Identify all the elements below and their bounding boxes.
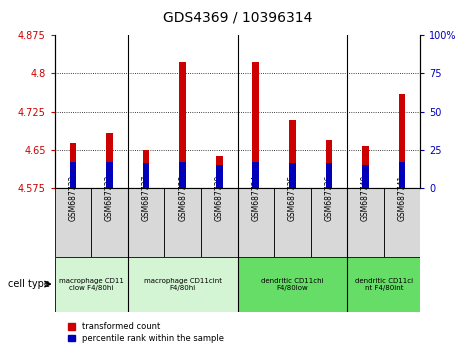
Bar: [326, 163, 332, 188]
Bar: [216, 165, 222, 188]
Bar: [274, 188, 311, 257]
Bar: [128, 257, 238, 312]
Text: GSM687736: GSM687736: [324, 175, 333, 221]
Text: cell type: cell type: [8, 279, 50, 289]
Bar: [201, 188, 238, 257]
Text: GSM687741: GSM687741: [398, 175, 407, 221]
Text: dendritic CD11ci
nt F4/80int: dendritic CD11ci nt F4/80int: [355, 278, 413, 291]
Bar: [289, 163, 295, 188]
Bar: [384, 188, 420, 257]
Text: GSM687734: GSM687734: [251, 175, 260, 221]
Bar: [55, 188, 91, 257]
Bar: [55, 257, 128, 312]
Bar: [143, 163, 149, 188]
Bar: [399, 162, 405, 188]
Text: GSM687735: GSM687735: [288, 175, 297, 221]
Bar: [362, 165, 369, 188]
Text: GSM687740: GSM687740: [361, 175, 370, 221]
Bar: [238, 188, 274, 257]
Bar: [91, 188, 128, 257]
Text: GSM687739: GSM687739: [215, 175, 224, 221]
Bar: [70, 162, 76, 188]
Bar: [289, 120, 295, 188]
Bar: [253, 162, 259, 188]
Bar: [253, 62, 259, 188]
Bar: [399, 94, 405, 188]
Bar: [347, 188, 384, 257]
Legend: transformed count, percentile rank within the sample: transformed count, percentile rank withi…: [68, 322, 224, 343]
Bar: [347, 257, 420, 312]
Text: GDS4369 / 10396314: GDS4369 / 10396314: [163, 11, 312, 25]
Bar: [362, 145, 369, 188]
Bar: [180, 162, 186, 188]
Bar: [238, 257, 347, 312]
Bar: [128, 188, 164, 257]
Bar: [216, 156, 222, 188]
Text: macrophage CD11
clow F4/80hi: macrophage CD11 clow F4/80hi: [59, 278, 124, 291]
Text: macrophage CD11cint
F4/80hi: macrophage CD11cint F4/80hi: [143, 278, 222, 291]
Text: GSM687733: GSM687733: [105, 175, 114, 221]
Bar: [326, 141, 332, 188]
Bar: [164, 188, 201, 257]
Bar: [180, 62, 186, 188]
Text: GSM687738: GSM687738: [178, 175, 187, 221]
Bar: [311, 188, 347, 257]
Text: GSM687737: GSM687737: [142, 175, 151, 221]
Bar: [106, 162, 113, 188]
Text: GSM687732: GSM687732: [68, 175, 77, 221]
Text: dendritic CD11chi
F4/80low: dendritic CD11chi F4/80low: [261, 278, 323, 291]
Bar: [70, 143, 76, 188]
Bar: [106, 133, 113, 188]
Bar: [143, 149, 149, 188]
